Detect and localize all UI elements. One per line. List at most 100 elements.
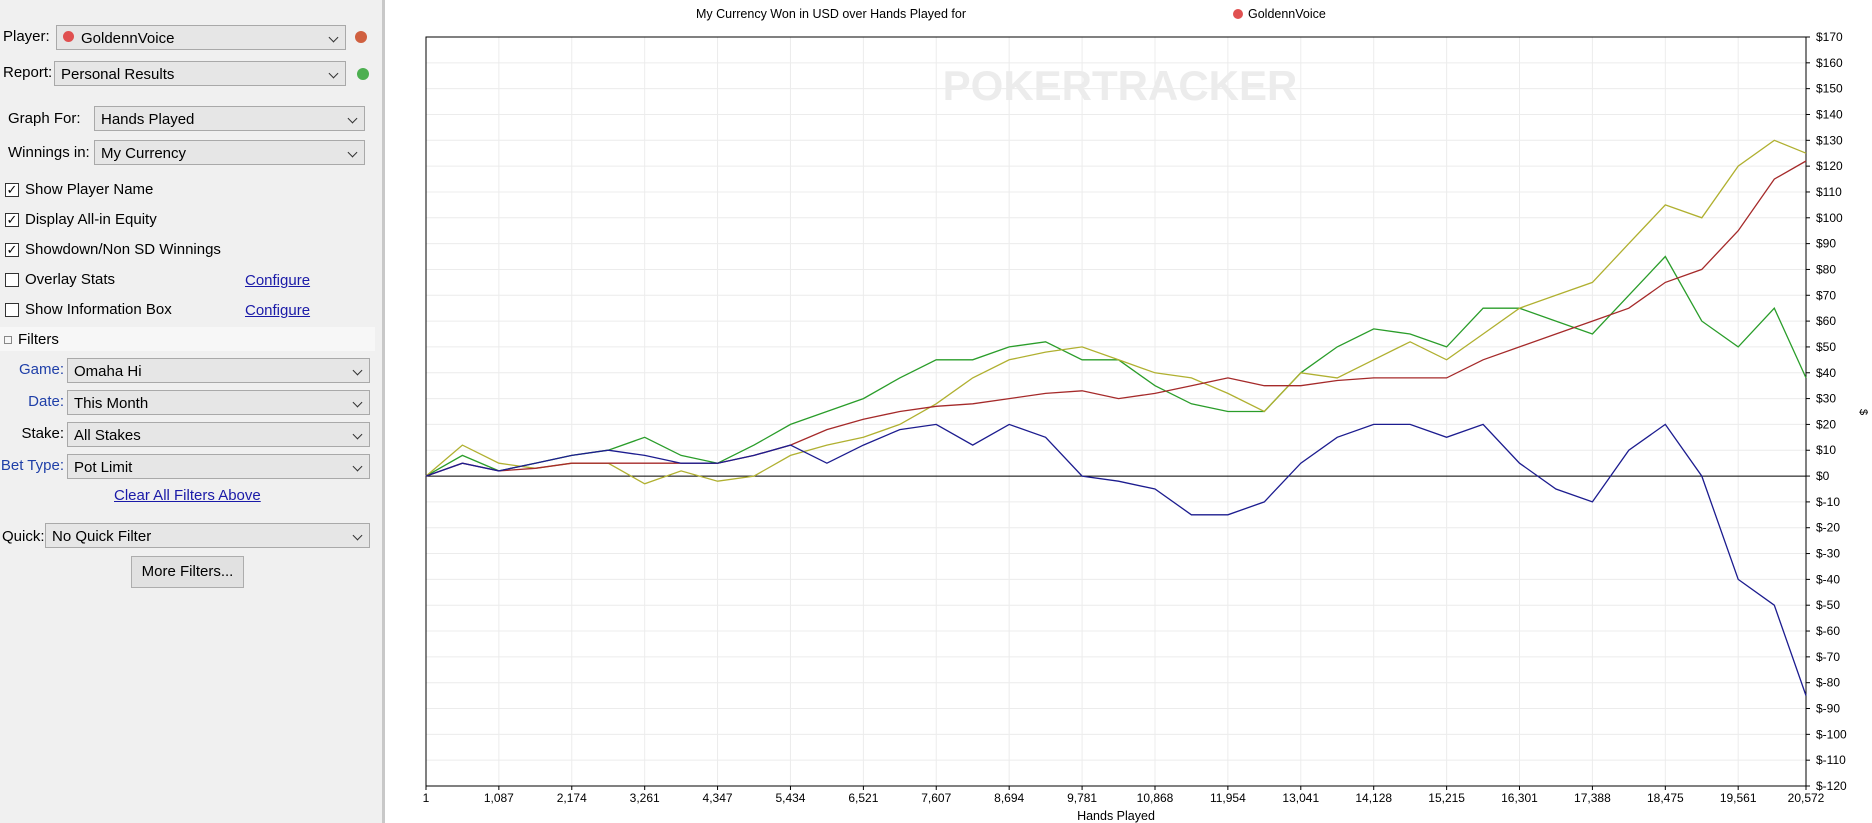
checkbox[interactable]: ✓ [5,242,19,257]
y-tick-label: $-60 [1816,624,1840,638]
x-tick-label: 8,694 [994,791,1024,805]
y-tick-label: $140 [1816,107,1843,121]
chart: My Currency Won in USD over Hands Played… [423,7,1869,823]
filter-label: Game: [18,361,64,378]
series-line [425,255,1807,477]
y-tick-label: $30 [1816,392,1836,406]
filter-label: Bet Type: [0,457,64,474]
x-tick-label: 15,215 [1428,791,1465,805]
select[interactable]: Personal Results [54,61,346,86]
checkbox[interactable] [5,303,19,317]
chart-player: GoldennVoice [1248,7,1326,21]
y-tick-label: $-80 [1816,676,1840,690]
y-tick-label: $-50 [1816,598,1840,612]
link[interactable]: Clear All Filters Above [114,487,261,504]
y-tick-label: $-110 [1816,753,1846,767]
series-line [425,423,1807,696]
x-tick-label: 17,388 [1574,791,1611,805]
collapse-icon[interactable] [4,336,12,344]
y-tick-label: $110 [1816,185,1842,199]
x-tick-label: 3,261 [630,791,660,805]
select[interactable]: Pot Limit [67,454,370,479]
y-tick-label: $70 [1816,288,1836,302]
x-tick-label: 14,128 [1355,791,1392,805]
y-tick-label: $100 [1816,211,1843,225]
x-axis-label: Hands Played [1077,809,1155,823]
filters-header [0,327,375,351]
x-tick-label: 2,174 [557,791,587,805]
series-line [425,139,1807,485]
x-tick-label: 18,475 [1647,791,1684,805]
y-tick-label: $-120 [1816,779,1847,793]
section-title: Filters [18,331,59,348]
select[interactable]: All Stakes [67,422,370,447]
y-tick-label: $10 [1816,443,1836,457]
y-tick-label: $60 [1816,314,1836,328]
y-tick-label: $-10 [1816,495,1840,509]
y-axis-label: $ [1857,409,1869,415]
plot-frame [425,36,1807,787]
select[interactable]: My Currency [94,140,365,165]
x-tick-label: 11,954 [1210,791,1246,805]
y-tick-label: $120 [1816,159,1843,173]
x-tick-label: 1 [423,791,430,805]
checkbox[interactable] [5,273,19,287]
chart-title: My Currency Won in USD over Hands Played… [696,7,966,21]
checkbox[interactable]: ✓ [5,212,19,227]
y-tick-label: $20 [1816,417,1836,431]
y-tick-label: $160 [1816,56,1843,70]
select[interactable]: This Month [67,390,370,415]
x-tick-label: 1,087 [484,791,514,805]
option-label: Show Information Box [25,301,172,318]
select[interactable]: No Quick Filter [45,523,370,548]
y-tick-label: $80 [1816,262,1836,276]
x-tick-label: 4,347 [703,791,733,805]
y-tick-label: $-90 [1816,702,1840,716]
player-icon [63,31,74,42]
select[interactable]: Hands Played [94,106,365,131]
select[interactable]: Omaha Hi [67,358,370,383]
filter-label: Stake: [21,425,64,442]
y-tick-label: $40 [1816,366,1836,380]
link[interactable]: Configure [245,302,311,319]
y-tick-label: $-20 [1816,521,1840,535]
label: Graph For: [8,110,81,127]
x-tick-label: 19,561 [1720,791,1757,805]
y-tick-label: $-70 [1816,650,1840,664]
label: Report: [3,64,53,81]
filter-label: Date: [28,393,64,410]
x-tick-label: 6,521 [848,791,878,805]
label: Winnings in: [8,144,90,161]
series-line [425,160,1807,477]
y-tick-label: $0 [1816,469,1830,483]
x-tick-label: 7,607 [921,791,951,805]
x-tick-label: 10,868 [1137,791,1174,805]
settings-panel: Player: GoldennVoice Report: Personal Re… [0,0,385,823]
y-tick-label: $-30 [1816,547,1840,561]
link[interactable]: Configure [245,272,311,289]
x-tick-label: 16,301 [1501,791,1538,805]
x-tick-label: 20,572 [1788,791,1825,805]
select[interactable]: GoldennVoice [56,25,346,50]
y-tick-label: $170 [1816,30,1843,44]
y-tick-label: $-40 [1816,572,1840,586]
y-tick-label: $150 [1816,82,1843,96]
label: Quick: [2,528,45,545]
option-label: Overlay Stats [25,271,116,288]
x-tick-label: 9,781 [1067,791,1097,805]
x-tick-label: 5,434 [775,791,805,805]
help-icon[interactable] [357,68,369,80]
option-label: Showdown/Non SD Winnings [25,241,221,258]
button[interactable]: More Filters... [131,556,244,588]
y-tick-label: $90 [1816,237,1836,251]
x-tick-label: 13,041 [1282,791,1319,805]
y-tick-label: $50 [1816,340,1836,354]
label: Player: [3,28,50,45]
player-icon [1233,9,1243,19]
y-tick-label: $-100 [1816,727,1847,741]
watermark: POKERTRACKER [943,62,1298,109]
player-button[interactable] [355,31,367,43]
option-label: Show Player Name [25,181,154,198]
checkbox[interactable]: ✓ [5,182,19,197]
